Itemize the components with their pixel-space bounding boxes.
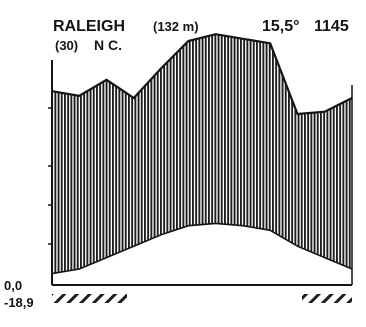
precipitation-temperature-band	[51, 33, 353, 275]
region-label: N C.	[94, 37, 122, 53]
temperature-curve	[51, 222, 353, 275]
mean-temperature: 15,5°	[262, 18, 300, 35]
climate-area-group	[51, 33, 353, 275]
frost-hatch-1	[52, 294, 127, 303]
precipitation-curve	[51, 33, 353, 116]
frost-hatch-group	[52, 294, 352, 303]
station-name: RALEIGH	[53, 18, 125, 35]
observation-years: (30)	[55, 38, 78, 53]
y-label-zero: 0,0	[4, 278, 22, 293]
y-label-min: -18,9	[4, 295, 34, 310]
annual-precipitation: 1145	[314, 18, 349, 35]
station-elevation: (132 m)	[153, 19, 199, 34]
frost-hatch-2	[302, 294, 352, 303]
axis-ticks	[48, 107, 52, 245]
